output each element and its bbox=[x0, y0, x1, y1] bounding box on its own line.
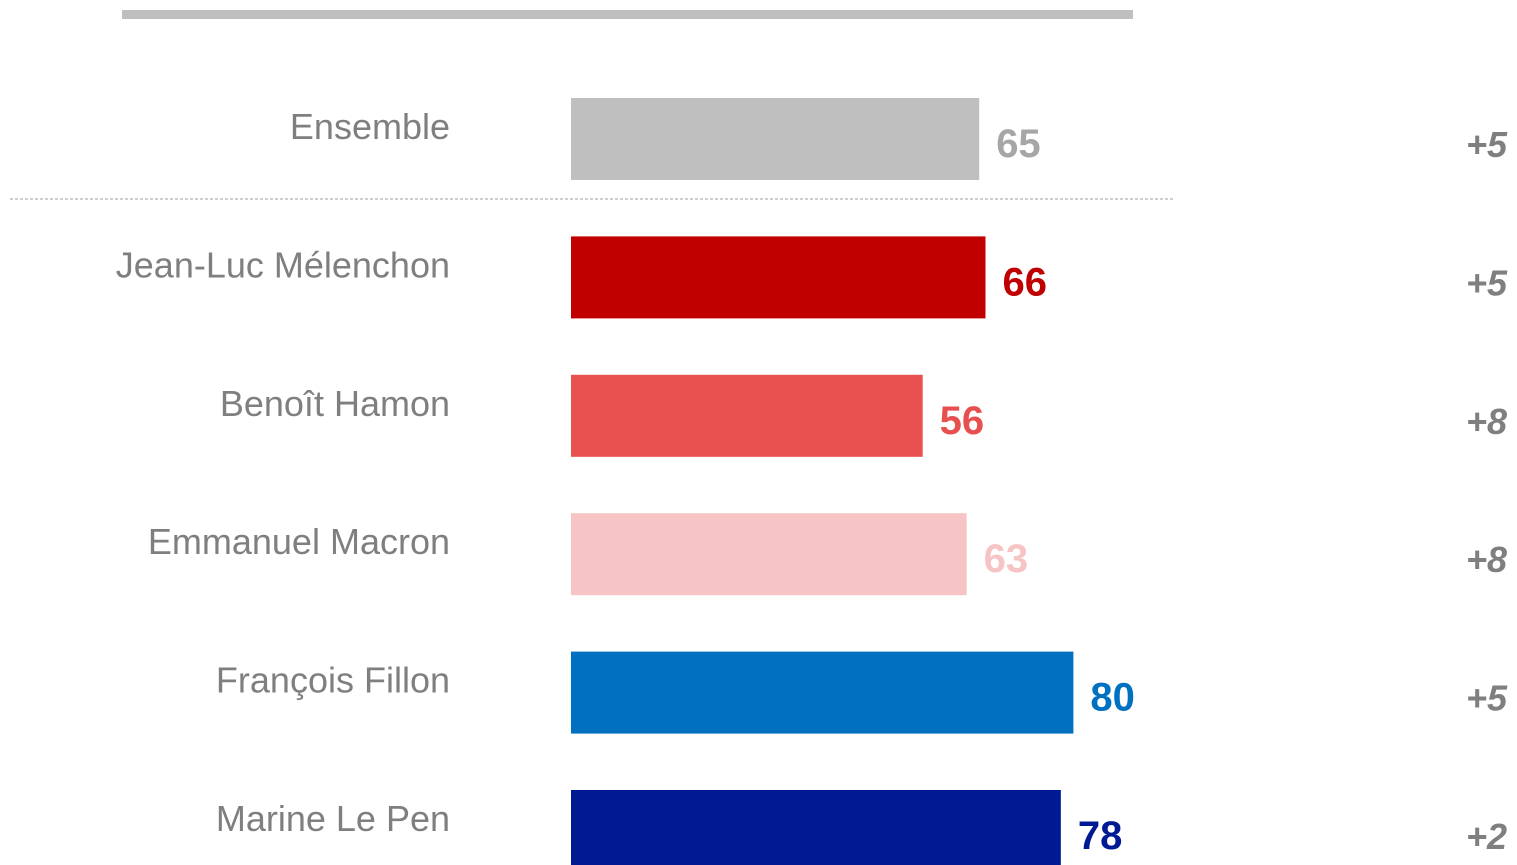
change-label: +5 bbox=[1466, 124, 1508, 165]
change-label: +8 bbox=[1466, 539, 1507, 580]
bar bbox=[571, 651, 1074, 734]
change-label: +8 bbox=[1466, 401, 1507, 442]
change-label: +5 bbox=[1466, 678, 1508, 719]
category-label: Emmanuel Macron bbox=[148, 521, 450, 562]
bar bbox=[571, 236, 986, 319]
bar bbox=[571, 513, 967, 596]
category-label: François Fillon bbox=[216, 660, 450, 701]
category-label: Benoît Hamon bbox=[220, 383, 450, 424]
value-label: 66 bbox=[1002, 260, 1047, 304]
bar bbox=[571, 98, 980, 180]
change-label: +2 bbox=[1466, 816, 1507, 857]
bars-group: Ensemble 65 +5 Jean-Luc Mélenchon 66 +5 Benoît… bbox=[116, 98, 1508, 865]
value-label: 65 bbox=[996, 122, 1040, 166]
category-label: Ensemble bbox=[290, 106, 450, 147]
header-rule bbox=[122, 10, 1133, 19]
bar bbox=[571, 374, 923, 457]
value-label: 78 bbox=[1078, 814, 1123, 858]
value-label: 63 bbox=[984, 537, 1029, 581]
value-label: 56 bbox=[940, 399, 985, 443]
bar bbox=[571, 790, 1061, 865]
value-label: 80 bbox=[1090, 676, 1135, 720]
change-label: +5 bbox=[1466, 262, 1508, 303]
category-label: Jean-Luc Mélenchon bbox=[116, 244, 450, 285]
category-label: Marine Le Pen bbox=[216, 798, 450, 839]
